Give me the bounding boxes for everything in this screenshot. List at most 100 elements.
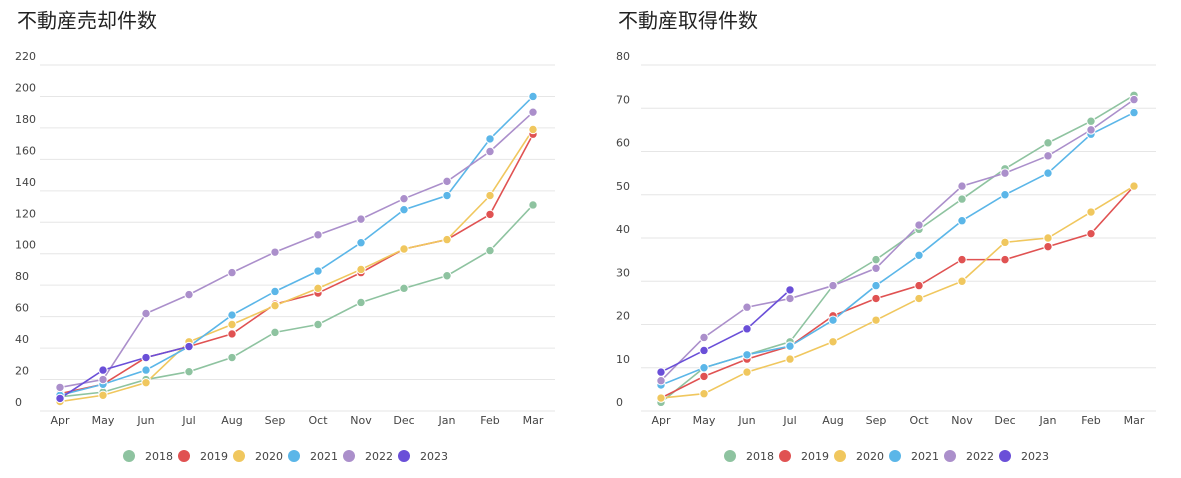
y-tick-label: 120 [15,207,36,220]
series-line [660,289,791,373]
legend-label: 2020 [255,450,283,463]
legend-label: 2022 [365,450,393,463]
data-point [528,124,538,135]
data-point [871,263,881,273]
data-point [141,352,151,363]
legend-marker [343,450,355,462]
data-point [785,354,795,364]
y-tick-label: 20 [15,365,29,378]
legend-label: 2023 [1021,450,1049,463]
data-point [485,134,495,144]
data-point [184,341,194,352]
series-line [59,345,190,400]
x-tick-label: Feb [1081,414,1100,427]
series-line [660,111,1135,386]
y-tick-label: 60 [616,137,630,150]
x-tick-label: Jul [181,414,195,427]
data-point [914,293,924,304]
data-point [485,245,495,256]
legend-marker [834,450,846,462]
data-point [699,389,709,399]
legend-marker [944,450,956,462]
data-point [55,393,65,404]
legend-marker [999,450,1011,462]
data-point [1043,138,1053,148]
series-line [59,129,534,403]
data-point [742,367,752,377]
legend-label: 2019 [801,450,829,463]
data-point [270,247,280,257]
data-point [98,390,108,400]
data-point [914,250,924,261]
legend-label: 2018 [145,450,173,463]
x-tick-label: Apr [651,414,671,427]
x-tick-label: Jun [737,414,755,427]
data-point [1000,237,1010,248]
data-point [227,310,237,320]
data-point [356,264,366,275]
data-point [1043,233,1053,243]
y-tick-label: 220 [15,50,36,63]
series-line [660,98,1135,382]
series-line [59,95,534,397]
data-point [55,382,65,393]
x-tick-label: Sep [265,414,286,427]
x-tick-label: Dec [393,414,414,427]
data-point [485,190,495,201]
legend-label: 2023 [420,450,448,463]
y-tick-label: 100 [15,239,36,252]
y-tick-label: 80 [15,270,29,283]
x-tick-label: Oct [909,414,929,427]
y-tick-label: 0 [616,396,623,409]
data-point [656,367,666,377]
data-point [871,293,881,304]
data-point [1129,107,1139,118]
data-point [270,286,280,297]
data-point [313,319,323,330]
data-point [1129,94,1139,105]
data-point [1043,151,1053,161]
y-tick-label: 40 [15,333,29,346]
x-tick-label: Dec [994,414,1015,427]
data-point [399,204,409,215]
x-tick-label: Oct [308,414,328,427]
data-point [442,190,452,201]
y-tick-label: 180 [15,113,36,126]
data-point [356,238,366,248]
data-point [313,283,323,294]
x-tick-label: Nov [350,414,372,427]
data-point [742,350,752,360]
series-line [660,94,1135,403]
y-tick-label: 160 [15,144,36,157]
x-tick-label: Nov [951,414,973,427]
data-point [1000,254,1010,265]
x-tick-label: Jul [782,414,796,427]
y-tick-label: 80 [616,50,630,63]
data-point [742,324,752,334]
data-point [1129,181,1139,191]
x-tick-label: Aug [221,414,242,427]
data-point [828,315,838,325]
y-tick-label: 60 [15,302,29,315]
data-point [184,366,194,377]
y-tick-label: 70 [616,93,630,106]
legend-marker [123,450,135,462]
x-tick-label: May [92,414,115,427]
data-point [98,365,108,375]
data-point [785,341,795,351]
x-tick-label: Jan [438,414,456,427]
data-point [1000,190,1010,200]
x-tick-label: Mar [523,414,544,427]
data-point [141,365,151,375]
y-tick-label: 200 [15,81,36,94]
data-point [313,266,323,276]
data-point [1086,207,1096,217]
data-point [270,300,280,311]
data-point [1086,116,1096,126]
x-tick-label: Jun [136,414,154,427]
data-point [313,230,323,240]
data-point [656,393,666,403]
data-point [828,280,838,291]
y-tick-label: 0 [15,396,22,409]
x-tick-label: Feb [480,414,499,427]
